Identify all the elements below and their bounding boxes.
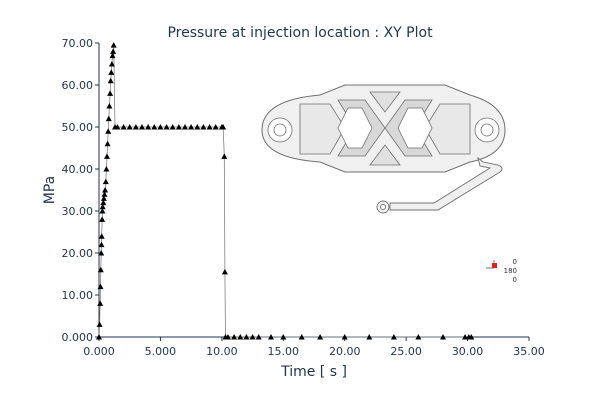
data-point [104,153,110,159]
data-point [221,153,228,159]
y-tick-label: 40.00 [62,163,94,176]
data-point [107,77,114,84]
data-point [206,124,213,130]
data-point [101,191,108,197]
data-point [225,334,231,340]
x-tick-label: 20.00 [329,345,361,358]
data-point [145,124,152,130]
data-point [341,334,348,340]
data-point [249,334,256,340]
data-point [102,187,109,193]
data-point [120,124,127,130]
data-point [221,268,228,275]
data-point [98,250,105,256]
data-point [99,203,106,210]
data-point [255,334,262,340]
data-point [243,334,250,340]
data-point [163,124,170,130]
data-point [114,124,121,130]
data-point [126,124,133,130]
data-point [366,334,373,340]
triad-origin-marker [492,263,497,268]
data-point [100,199,107,206]
data-point [157,124,164,130]
x-axis-label: Time [ s ] [280,364,347,380]
data-point [107,90,114,96]
data-point [390,334,397,340]
triad-label-middle: 180 [504,267,517,275]
part-model-image [261,84,506,214]
data-point [97,283,104,290]
data-point [106,103,113,109]
data-point [110,48,117,54]
data-point [97,266,104,273]
data-point [97,300,104,306]
data-point [132,124,139,130]
data-point [104,140,111,147]
data-point [108,61,115,67]
data-point [182,124,188,130]
data-point [99,208,106,214]
y-tick-label: 70.00 [62,37,94,50]
data-point [415,334,422,340]
orientation-triad: 0 180 0 [486,258,517,284]
y-tick-label: 30.00 [62,205,94,218]
y-axis-label: MPa [42,176,58,204]
y-tick-label: 0.000 [62,331,94,344]
y-tick-label: 20.00 [62,247,94,260]
data-point [110,42,117,48]
data-point [440,334,446,340]
data-point [105,128,112,134]
data-point [169,124,176,130]
y-tick-label: 10.00 [62,289,94,302]
data-point [151,124,158,130]
data-point [98,233,105,239]
triad-label-top: 0 [513,258,517,266]
data-point [200,124,207,130]
y-tick-label: 60.00 [62,79,94,92]
series-markers [96,42,475,340]
data-point [231,334,238,340]
data-point [139,124,145,130]
data-point [268,334,274,340]
data-point [212,124,219,130]
triad-label-bottom: 0 [513,276,517,284]
data-point [175,124,182,130]
data-point [317,334,324,340]
data-point [103,166,110,172]
x-tick-label: 5.000 [145,345,177,358]
data-point [237,334,244,340]
data-point [100,195,107,201]
x-tick-label: 30.00 [452,345,484,358]
x-tick-label: 0.000 [83,345,115,358]
data-point [96,321,103,327]
data-point [99,216,106,222]
data-point [188,124,195,130]
data-point [220,124,227,130]
data-point [194,124,201,130]
x-tick-label: 25.00 [390,345,422,358]
chart-title: Pressure at injection location : XY Plot [167,25,433,41]
data-point [109,52,116,59]
axes: 0.000 5.000 10.00 15.00 20.00 25.00 30.00 35.00… [62,37,545,358]
data-point [298,334,305,340]
y-ticks: 0.000 10.00 20.00 30.00 40.00 50.00 60.00 70.00 [62,37,99,344]
data-point [102,178,109,185]
x-tick-label: 35.00 [513,345,545,358]
x-ticks: 0.000 5.000 10.00 15.00 20.00 25.00 30.00 35.00 [83,337,545,358]
data-point [105,115,112,122]
x-tick-label: 10.00 [206,345,238,358]
data-point [98,241,105,248]
data-point [468,334,475,340]
data-point [108,69,115,75]
x-tick-label: 15.00 [268,345,300,358]
data-point [280,334,287,340]
y-tick-label: 50.00 [62,121,94,134]
data-point [96,334,102,340]
